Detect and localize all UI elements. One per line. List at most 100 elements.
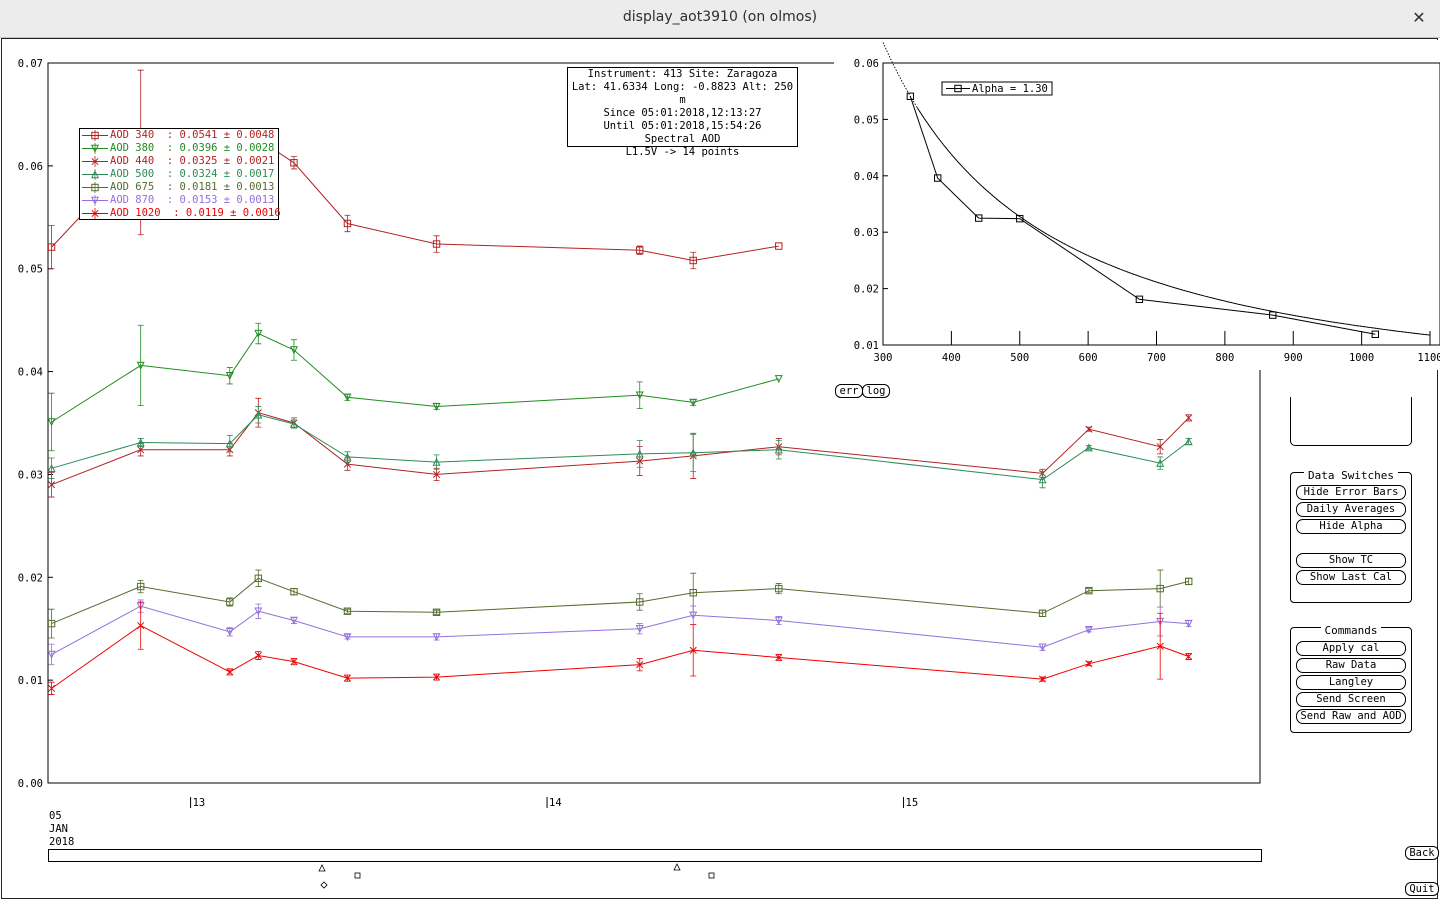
x-start-day: 05 xyxy=(49,810,62,822)
data-point xyxy=(225,371,234,381)
data-point xyxy=(254,574,263,583)
inset-plot-frame xyxy=(882,62,1440,346)
time-scrollbar[interactable] xyxy=(48,849,1262,862)
legend-swatch-marker xyxy=(90,196,100,205)
raw-data-button[interactable]: Raw Data xyxy=(1296,658,1406,673)
error-bar xyxy=(255,569,262,587)
data-point xyxy=(254,410,263,419)
error-bar xyxy=(255,322,262,345)
y-tick-label: 0.06 xyxy=(18,161,43,173)
series-line-aod-675 xyxy=(51,577,1189,625)
send-screen-button[interactable]: Send Screen xyxy=(1296,692,1406,707)
x-start-year: 2018 xyxy=(49,836,74,848)
chart-legend: AOD 340 : 0.0541 ± 0.0048 AOD 380 : 0.039… xyxy=(79,128,281,220)
inset-x-tick-label: 300 xyxy=(874,352,893,364)
err-toggle-button[interactable]: err xyxy=(835,384,863,398)
langley-button[interactable]: Langley xyxy=(1296,675,1406,690)
error-bar xyxy=(226,434,233,453)
inset-y-tick-label: 0.06 xyxy=(854,58,879,70)
data-point xyxy=(48,463,56,472)
log-toggle-button[interactable]: log xyxy=(862,384,890,398)
data-point xyxy=(48,619,56,628)
hidden-options-panel xyxy=(1290,397,1412,446)
apply-cal-button[interactable]: Apply cal xyxy=(1296,641,1406,656)
data-point xyxy=(636,246,644,254)
y-tick-label: 0.00 xyxy=(18,778,43,790)
inset-fit-curve xyxy=(916,107,1431,336)
legend-entry-label: AOD 870 : 0.0153 ± 0.0013 xyxy=(110,194,275,206)
close-icon[interactable]: ✕ xyxy=(1412,8,1426,27)
series-line-aod-1020 xyxy=(51,625,1189,689)
info-line-level: L1.5V -> 14 points xyxy=(625,146,740,158)
legend-entry: AOD 440 : 0.0325 ± 0.0021 xyxy=(80,155,274,168)
legend-swatch xyxy=(82,156,108,167)
window-frame xyxy=(1,38,1438,899)
quit-button[interactable]: Quit xyxy=(1405,882,1439,896)
error-bar xyxy=(290,588,297,596)
data-point xyxy=(226,668,234,676)
error-bar xyxy=(344,214,351,233)
inset-y-tick-label: 0.05 xyxy=(854,114,879,126)
info-line-product: Spectral AOD xyxy=(644,133,721,145)
data-point xyxy=(343,393,352,402)
error-bar xyxy=(48,457,55,479)
inset-data-point xyxy=(1269,311,1277,319)
data-point xyxy=(1038,675,1047,683)
hide-error-bars-button[interactable]: Hide Error Bars xyxy=(1296,485,1406,500)
error-bar xyxy=(636,440,643,468)
legend-swatch-marker xyxy=(91,209,99,218)
data-point xyxy=(775,584,783,593)
legend-entry-label: AOD 340 : 0.0541 ± 0.0048 xyxy=(110,129,275,141)
data-point xyxy=(1184,437,1193,446)
info-line-instrument: Instrument: 413 Site: Zaragoza xyxy=(587,68,778,80)
daily-averages-button[interactable]: Daily Averages xyxy=(1296,502,1406,517)
data-point xyxy=(1038,475,1047,484)
data-switches-panel: Data Switches Hide Error Bars Daily Aver… xyxy=(1290,469,1412,603)
error-bar xyxy=(290,339,297,361)
inset-x-tick-label: 900 xyxy=(1284,352,1303,364)
inset-y-tick-label: 0.04 xyxy=(854,171,879,183)
inset-data-point xyxy=(975,214,983,222)
data-point xyxy=(254,651,262,660)
error-bar xyxy=(255,406,262,424)
data-point xyxy=(1038,643,1047,652)
data-point xyxy=(432,673,441,681)
series-line-aod-500 xyxy=(51,414,1190,481)
data-point xyxy=(254,607,263,616)
hide-alpha-button[interactable]: Hide Alpha xyxy=(1296,519,1406,534)
data-point xyxy=(136,582,145,591)
legend-swatch-marker xyxy=(90,144,100,153)
data-point xyxy=(432,633,441,642)
series-line-aod-380 xyxy=(51,332,779,423)
legend-entry-label: AOD 675 : 0.0181 ± 0.0013 xyxy=(110,181,275,193)
legend-entry: AOD 1020 : 0.0119 ± 0.0016 xyxy=(80,207,281,220)
window-title: display_aot3910 (on olmos) xyxy=(622,9,818,25)
alpha-inset-chart: 0.01 0.02 0.03 0.04 0.05 0.06 300 400 500 600 700 8… xyxy=(834,40,1440,370)
error-bar xyxy=(690,251,697,270)
alpha-legend-label: Alpha = 1.30 xyxy=(972,83,1048,95)
x-tick-label: 13 xyxy=(193,797,206,809)
legend-swatch-marker xyxy=(91,157,99,166)
data-point xyxy=(635,625,644,634)
inset-y-tick-label: 0.03 xyxy=(854,227,879,239)
send-raw-and-aod-button[interactable]: Send Raw and AOD xyxy=(1296,709,1406,724)
error-bar xyxy=(775,440,782,460)
legend-swatch-marker xyxy=(91,183,99,192)
inset-x-tick-label: 600 xyxy=(1079,352,1098,364)
legend-entry: AOD 340 : 0.0541 ± 0.0048 xyxy=(80,129,274,142)
inset-x-tick-label: 700 xyxy=(1147,352,1166,364)
show-tc-button[interactable]: Show TC xyxy=(1296,553,1406,568)
data-point xyxy=(1085,425,1093,433)
data-point xyxy=(689,646,697,654)
show-last-cal-button[interactable]: Show Last Cal xyxy=(1296,570,1406,585)
data-point xyxy=(48,684,56,692)
error-bar xyxy=(433,454,440,470)
data-point xyxy=(48,243,56,251)
legend-swatch-marker xyxy=(90,170,100,179)
main-plot-frame xyxy=(47,62,1261,784)
data-point xyxy=(432,402,441,411)
back-button[interactable]: Back xyxy=(1405,846,1439,860)
error-bar xyxy=(48,392,55,452)
instrument-info-box: Instrument: 413 Site: Zaragoza Lat: 41.6… xyxy=(567,67,798,158)
data-point xyxy=(1084,626,1093,635)
